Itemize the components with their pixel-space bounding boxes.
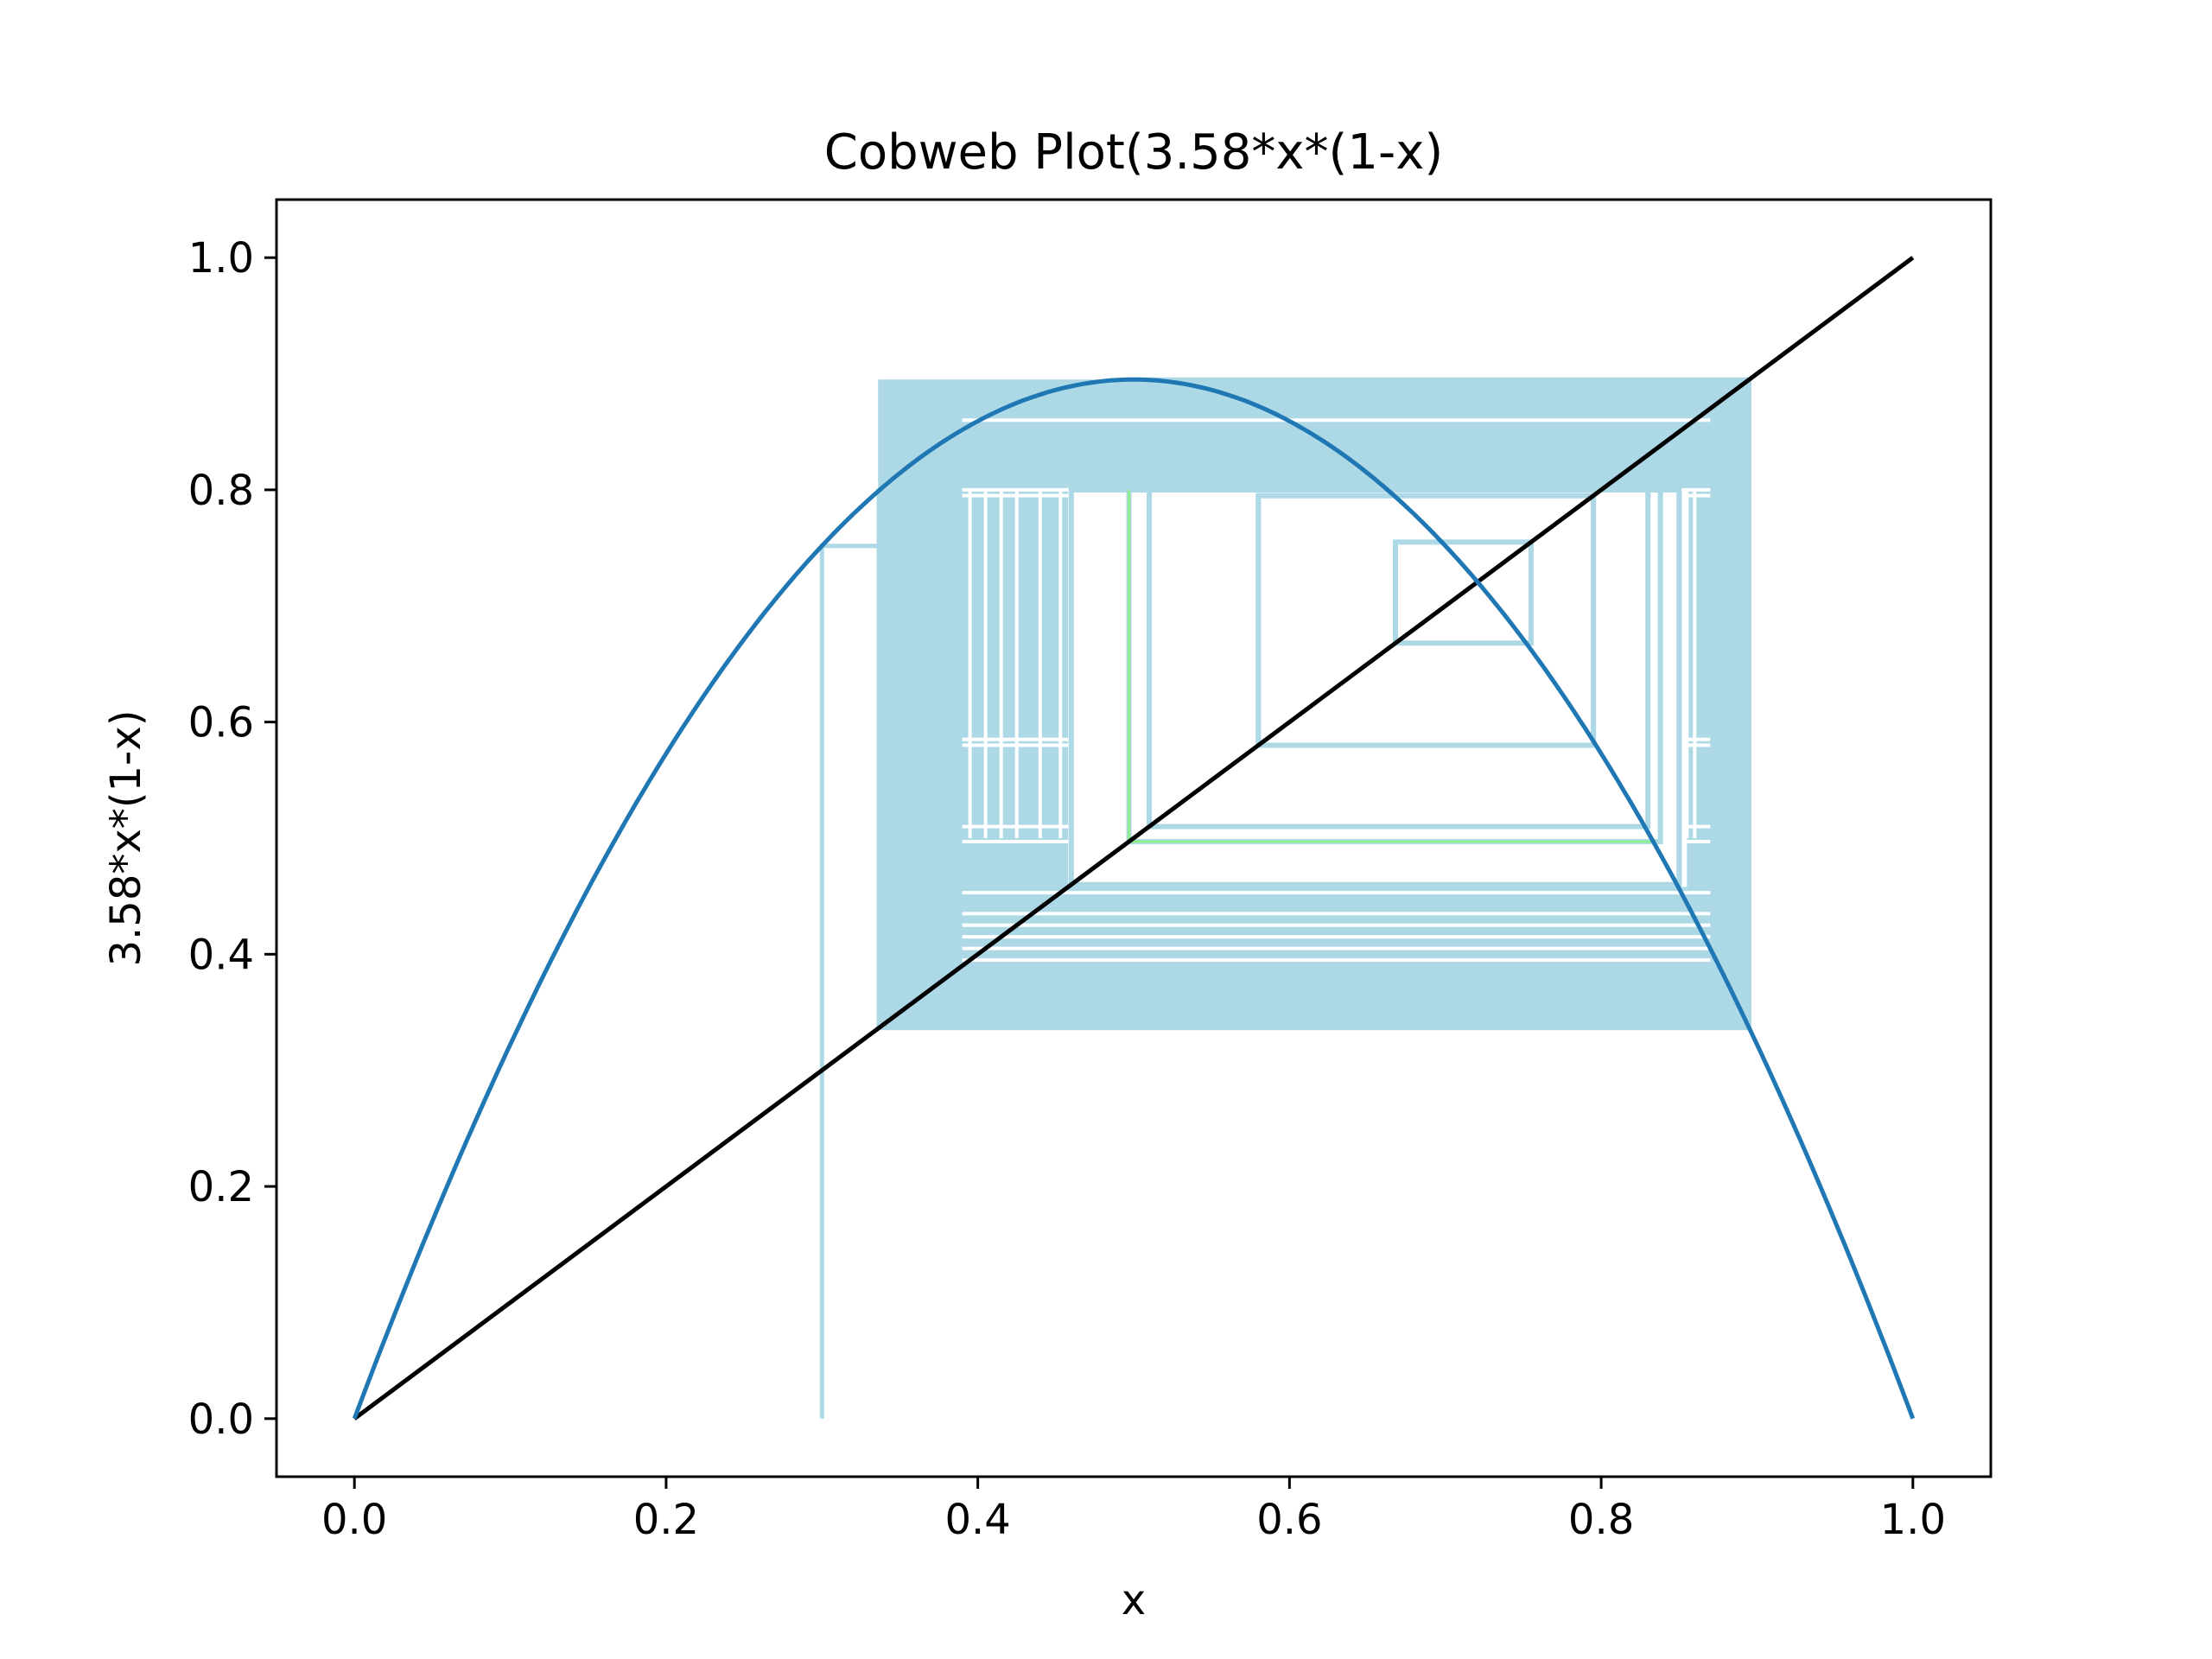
y-axis-label: 3.58*x*(1-x) bbox=[102, 710, 150, 967]
cobweb-inner-box bbox=[1255, 493, 1597, 748]
x-tick-label: 0.2 bbox=[633, 1496, 699, 1544]
x-tick-label: 1.0 bbox=[1880, 1496, 1946, 1544]
y-tick-label: 0.8 bbox=[188, 467, 254, 515]
identity-line bbox=[353, 256, 1915, 1421]
x-tick-label: 0.8 bbox=[1568, 1496, 1634, 1544]
cobweb-inner-box bbox=[1393, 539, 1534, 646]
axes-frame bbox=[275, 198, 1993, 1478]
map-curve bbox=[352, 377, 1916, 1420]
x-tick-label: 0.6 bbox=[1256, 1496, 1322, 1544]
chart-title: Cobweb Plot(3.58*x*(1-x) bbox=[824, 124, 1443, 181]
cobweb-inner-hollow bbox=[1068, 489, 1688, 887]
x-tick-label: 0.0 bbox=[321, 1496, 387, 1544]
x-axis-label: x bbox=[1122, 1576, 1146, 1624]
cobweb-nested-box bbox=[1147, 486, 1651, 830]
y-axis: 0.0 0.2 0.4 0.6 0.8 1.0 bbox=[188, 234, 276, 1444]
x-axis: 0.0 0.2 0.4 0.6 0.8 1.0 bbox=[321, 1477, 1946, 1544]
y-tick-label: 0.2 bbox=[188, 1163, 254, 1211]
y-tick-label: 0.6 bbox=[188, 699, 254, 747]
y-tick-label: 0.0 bbox=[188, 1395, 254, 1444]
y-tick-label: 0.4 bbox=[188, 931, 254, 979]
y-tick-label: 1.0 bbox=[188, 234, 254, 283]
plot-area bbox=[352, 256, 1916, 1421]
x-tick-label: 0.4 bbox=[944, 1496, 1010, 1544]
